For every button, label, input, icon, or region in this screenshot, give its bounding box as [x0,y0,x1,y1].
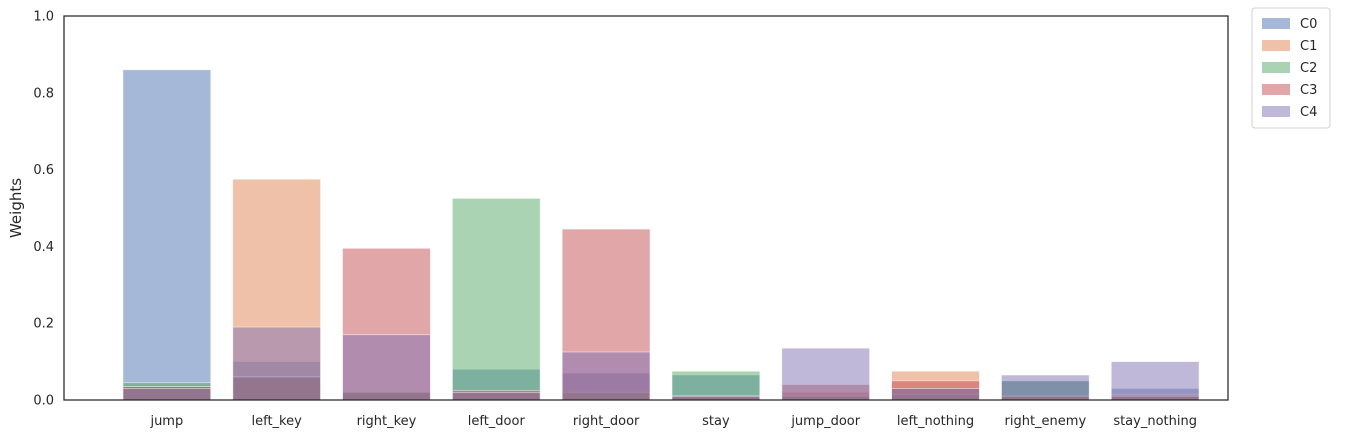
x-tick-label: left_door [468,414,526,429]
legend-box [1251,7,1331,129]
y-tick-label: 1.0 [33,10,54,25]
bar-c4-right_key [342,334,431,401]
bar-c2-stay [671,370,761,401]
x-tick-label: right_key [357,414,417,429]
bar-c2-left_door [451,197,541,401]
bar-c4-left_nothing [891,388,980,401]
y-tick-label: 0.4 [33,240,54,255]
bar-c4-left_door [451,391,541,401]
legend-label-c4: C4 [1300,105,1317,120]
legend: C0 C1 C2 C3 C4 [1251,7,1331,129]
bar-c4-jump_door [781,347,871,401]
legend-swatch-c3 [1262,84,1290,95]
x-tick-label: stay [702,414,730,429]
legend-label-c0: C0 [1300,17,1317,32]
x-tick-label: right_enemy [1005,414,1087,429]
legend-label-c2: C2 [1300,61,1317,76]
bar-c4-stay_nothing [1110,361,1200,401]
y-axis-label: Weights [7,178,25,238]
x-tick-label: jump_door [790,414,860,429]
bars-group [122,69,1200,401]
x-tick-label: left_key [252,414,303,429]
legend-label-c3: C3 [1300,83,1317,98]
bar-c4-right_door [561,351,651,401]
x-tick-label: left_nothing [897,414,974,429]
y-tick-label: 0.2 [33,317,54,332]
legend-swatch-c1 [1262,40,1290,51]
x-tick-label: jump [149,414,183,429]
bar-c4-left_key [232,326,321,401]
legend-swatch-c4 [1262,106,1290,117]
x-tick-label: stay_nothing [1113,414,1197,429]
legend-swatch-c0 [1262,18,1290,29]
legend-swatch-c2 [1262,62,1290,73]
y-tick-label: 0.8 [33,86,54,101]
bar-c4-jump [122,388,212,401]
plot-frame [63,15,1229,401]
x-tick-label: right_door [573,414,640,429]
y-tick-label: 0.6 [33,163,54,178]
bar-c4-right_enemy [1001,374,1090,401]
y-tick-label: 0.0 [33,394,54,409]
bar-c0-jump [122,69,212,401]
legend-label-c1: C1 [1300,39,1317,54]
